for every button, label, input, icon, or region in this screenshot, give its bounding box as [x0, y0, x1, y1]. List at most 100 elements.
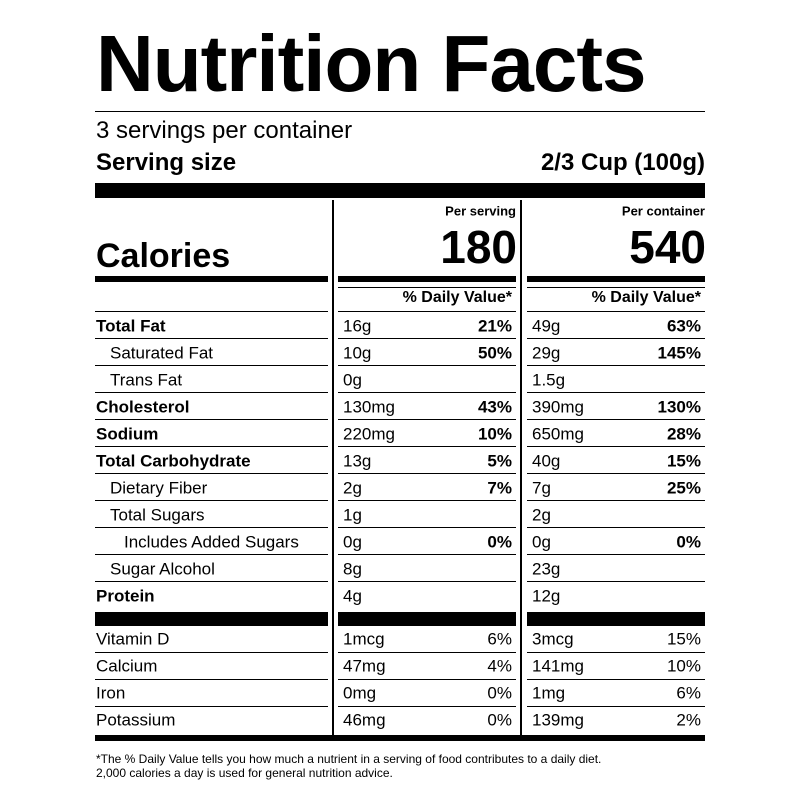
amount: 13g: [343, 451, 372, 470]
amount: 2g: [343, 478, 362, 497]
calories-bar: [338, 276, 516, 282]
row-rule: [338, 287, 516, 288]
amount: 46mg: [343, 710, 386, 730]
amount: 8g: [343, 559, 362, 578]
amount: 12g: [532, 586, 561, 605]
daily-value: 10%: [666, 656, 701, 676]
daily-value: 5%: [487, 451, 512, 470]
row-rule: [95, 581, 328, 582]
daily-value: 4%: [487, 656, 512, 676]
footnote: *The % Daily Value tells you how much a …: [96, 752, 602, 766]
row-rule: [338, 338, 516, 339]
column-line: [332, 200, 334, 736]
row-rule: [95, 500, 328, 501]
row-rule: [338, 500, 516, 501]
calories-value: 180: [440, 221, 517, 273]
row-rule: [95, 365, 328, 366]
amount: 130mg: [343, 397, 395, 416]
row-rule: [527, 554, 705, 555]
amount: 3mcg: [532, 629, 574, 649]
row-rule: [95, 473, 328, 474]
footnote: 2,000 calories a day is used for general…: [96, 766, 393, 780]
row-rule: [95, 554, 328, 555]
amount: 16g: [343, 316, 372, 335]
title-rule: [95, 111, 705, 112]
column-header: Per serving: [445, 203, 516, 219]
daily-value: 43%: [477, 397, 512, 416]
row-rule: [527, 311, 705, 312]
calories-label: Calories: [96, 237, 231, 275]
row-rule: [527, 287, 705, 288]
nutrient-name: Total Carbohydrate: [96, 451, 251, 470]
amount: 49g: [532, 316, 561, 335]
row-rule: [338, 679, 516, 680]
calories-bar: [95, 276, 328, 282]
bottom-bar: [95, 735, 705, 741]
row-rule: [527, 392, 705, 393]
amount: 220mg: [343, 424, 395, 443]
row-rule: [95, 446, 328, 447]
row-rule: [338, 473, 516, 474]
daily-value: 15%: [666, 451, 701, 470]
vitamin-name: Iron: [96, 683, 126, 703]
nutrient-name: Total Fat: [96, 316, 166, 335]
row-rule: [95, 706, 328, 707]
calories-value: 540: [629, 221, 706, 273]
row-rule: [527, 500, 705, 501]
daily-value: 10%: [477, 424, 512, 443]
thick-bar: [527, 612, 705, 626]
daily-value: 145%: [657, 343, 701, 362]
row-rule: [95, 338, 328, 339]
daily-value: 6%: [676, 683, 701, 703]
daily-value: 63%: [666, 316, 701, 335]
thick-bar: [338, 612, 516, 626]
row-rule: [527, 652, 705, 653]
daily-value: 25%: [666, 478, 701, 497]
amount: 10g: [343, 343, 372, 362]
servings: 3 servings per container: [96, 117, 353, 144]
amount: 1mcg: [343, 629, 385, 649]
row-rule: [338, 419, 516, 420]
amount: 390mg: [532, 397, 584, 416]
nutrient-name: Protein: [96, 586, 155, 605]
daily-value: 50%: [477, 343, 512, 362]
daily-value: 28%: [666, 424, 701, 443]
row-rule: [95, 419, 328, 420]
nutrient-name: Includes Added Sugars: [124, 532, 299, 551]
row-rule: [527, 473, 705, 474]
vitamin-name: Vitamin D: [96, 629, 170, 649]
amount: 1mg: [532, 683, 566, 703]
row-rule: [338, 365, 516, 366]
amount: 0g: [343, 370, 362, 389]
nutrient-name: Trans Fat: [110, 370, 183, 389]
thick-bar: [95, 612, 328, 626]
row-rule: [95, 311, 328, 312]
row-rule: [527, 446, 705, 447]
amount: 139mg: [532, 710, 584, 730]
amount: 47mg: [343, 656, 386, 676]
row-rule: [338, 311, 516, 312]
daily-value: 6%: [487, 629, 512, 649]
amount: 1g: [343, 505, 362, 524]
nutrient-name: Saturated Fat: [110, 343, 214, 362]
serving-size-label: Serving size: [96, 149, 237, 176]
nutrient-name: Dietary Fiber: [110, 478, 208, 497]
row-rule: [338, 392, 516, 393]
vitamin-name: Calcium: [96, 656, 158, 676]
nutrient-name: Sodium: [96, 424, 159, 443]
row-rule: [338, 581, 516, 582]
row-rule: [527, 679, 705, 680]
amount: 1.5g: [532, 370, 566, 389]
daily-value: 0%: [676, 532, 701, 551]
daily-value: 0%: [487, 532, 512, 551]
row-rule: [95, 679, 328, 680]
amount: 7g: [532, 478, 551, 497]
row-rule: [95, 527, 328, 528]
daily-value: 130%: [657, 397, 701, 416]
amount: 0g: [343, 532, 362, 551]
row-rule: [527, 338, 705, 339]
nutrient-name: Cholesterol: [96, 397, 190, 416]
amount: 0mg: [343, 683, 377, 703]
calories-bar: [527, 276, 705, 282]
row-rule: [338, 706, 516, 707]
